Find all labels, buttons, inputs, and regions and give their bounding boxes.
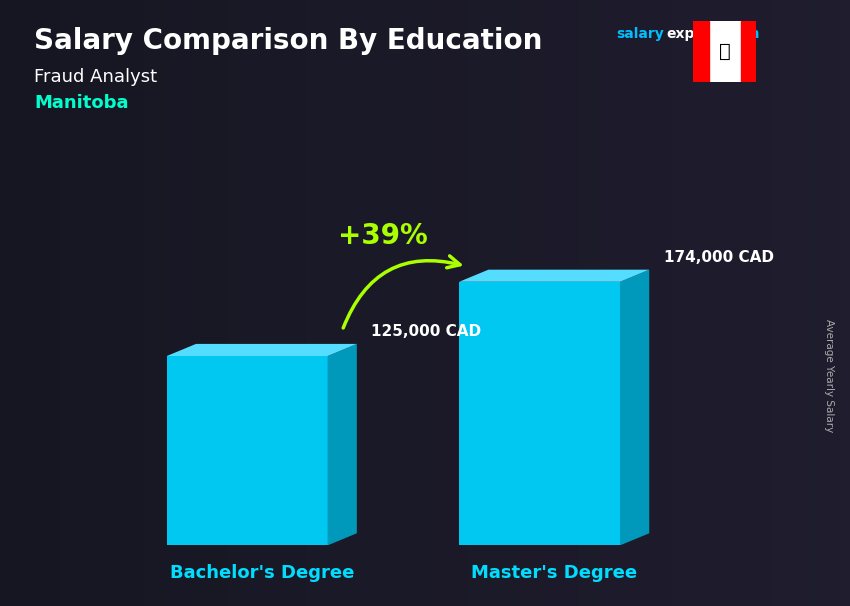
Text: .com: .com — [722, 27, 760, 41]
Text: Fraud Analyst: Fraud Analyst — [34, 68, 157, 86]
Polygon shape — [459, 282, 620, 545]
Text: Average Yearly Salary: Average Yearly Salary — [824, 319, 834, 432]
Bar — [693, 21, 709, 82]
Text: Master's Degree: Master's Degree — [471, 564, 638, 582]
Text: 125,000 CAD: 125,000 CAD — [371, 324, 482, 339]
Polygon shape — [167, 344, 357, 356]
FancyArrowPatch shape — [343, 256, 460, 328]
Polygon shape — [459, 270, 649, 282]
Polygon shape — [167, 356, 327, 545]
Text: Manitoba: Manitoba — [34, 94, 128, 112]
Text: explorer: explorer — [666, 27, 732, 41]
Text: +39%: +39% — [337, 222, 428, 250]
Text: Salary Comparison By Education: Salary Comparison By Education — [34, 27, 542, 55]
Text: Bachelor's Degree: Bachelor's Degree — [170, 564, 354, 582]
Polygon shape — [620, 270, 649, 545]
Bar — [740, 21, 756, 82]
Text: 174,000 CAD: 174,000 CAD — [664, 250, 774, 265]
Text: salary: salary — [616, 27, 664, 41]
Text: 🍁: 🍁 — [719, 42, 730, 61]
Polygon shape — [327, 344, 357, 545]
